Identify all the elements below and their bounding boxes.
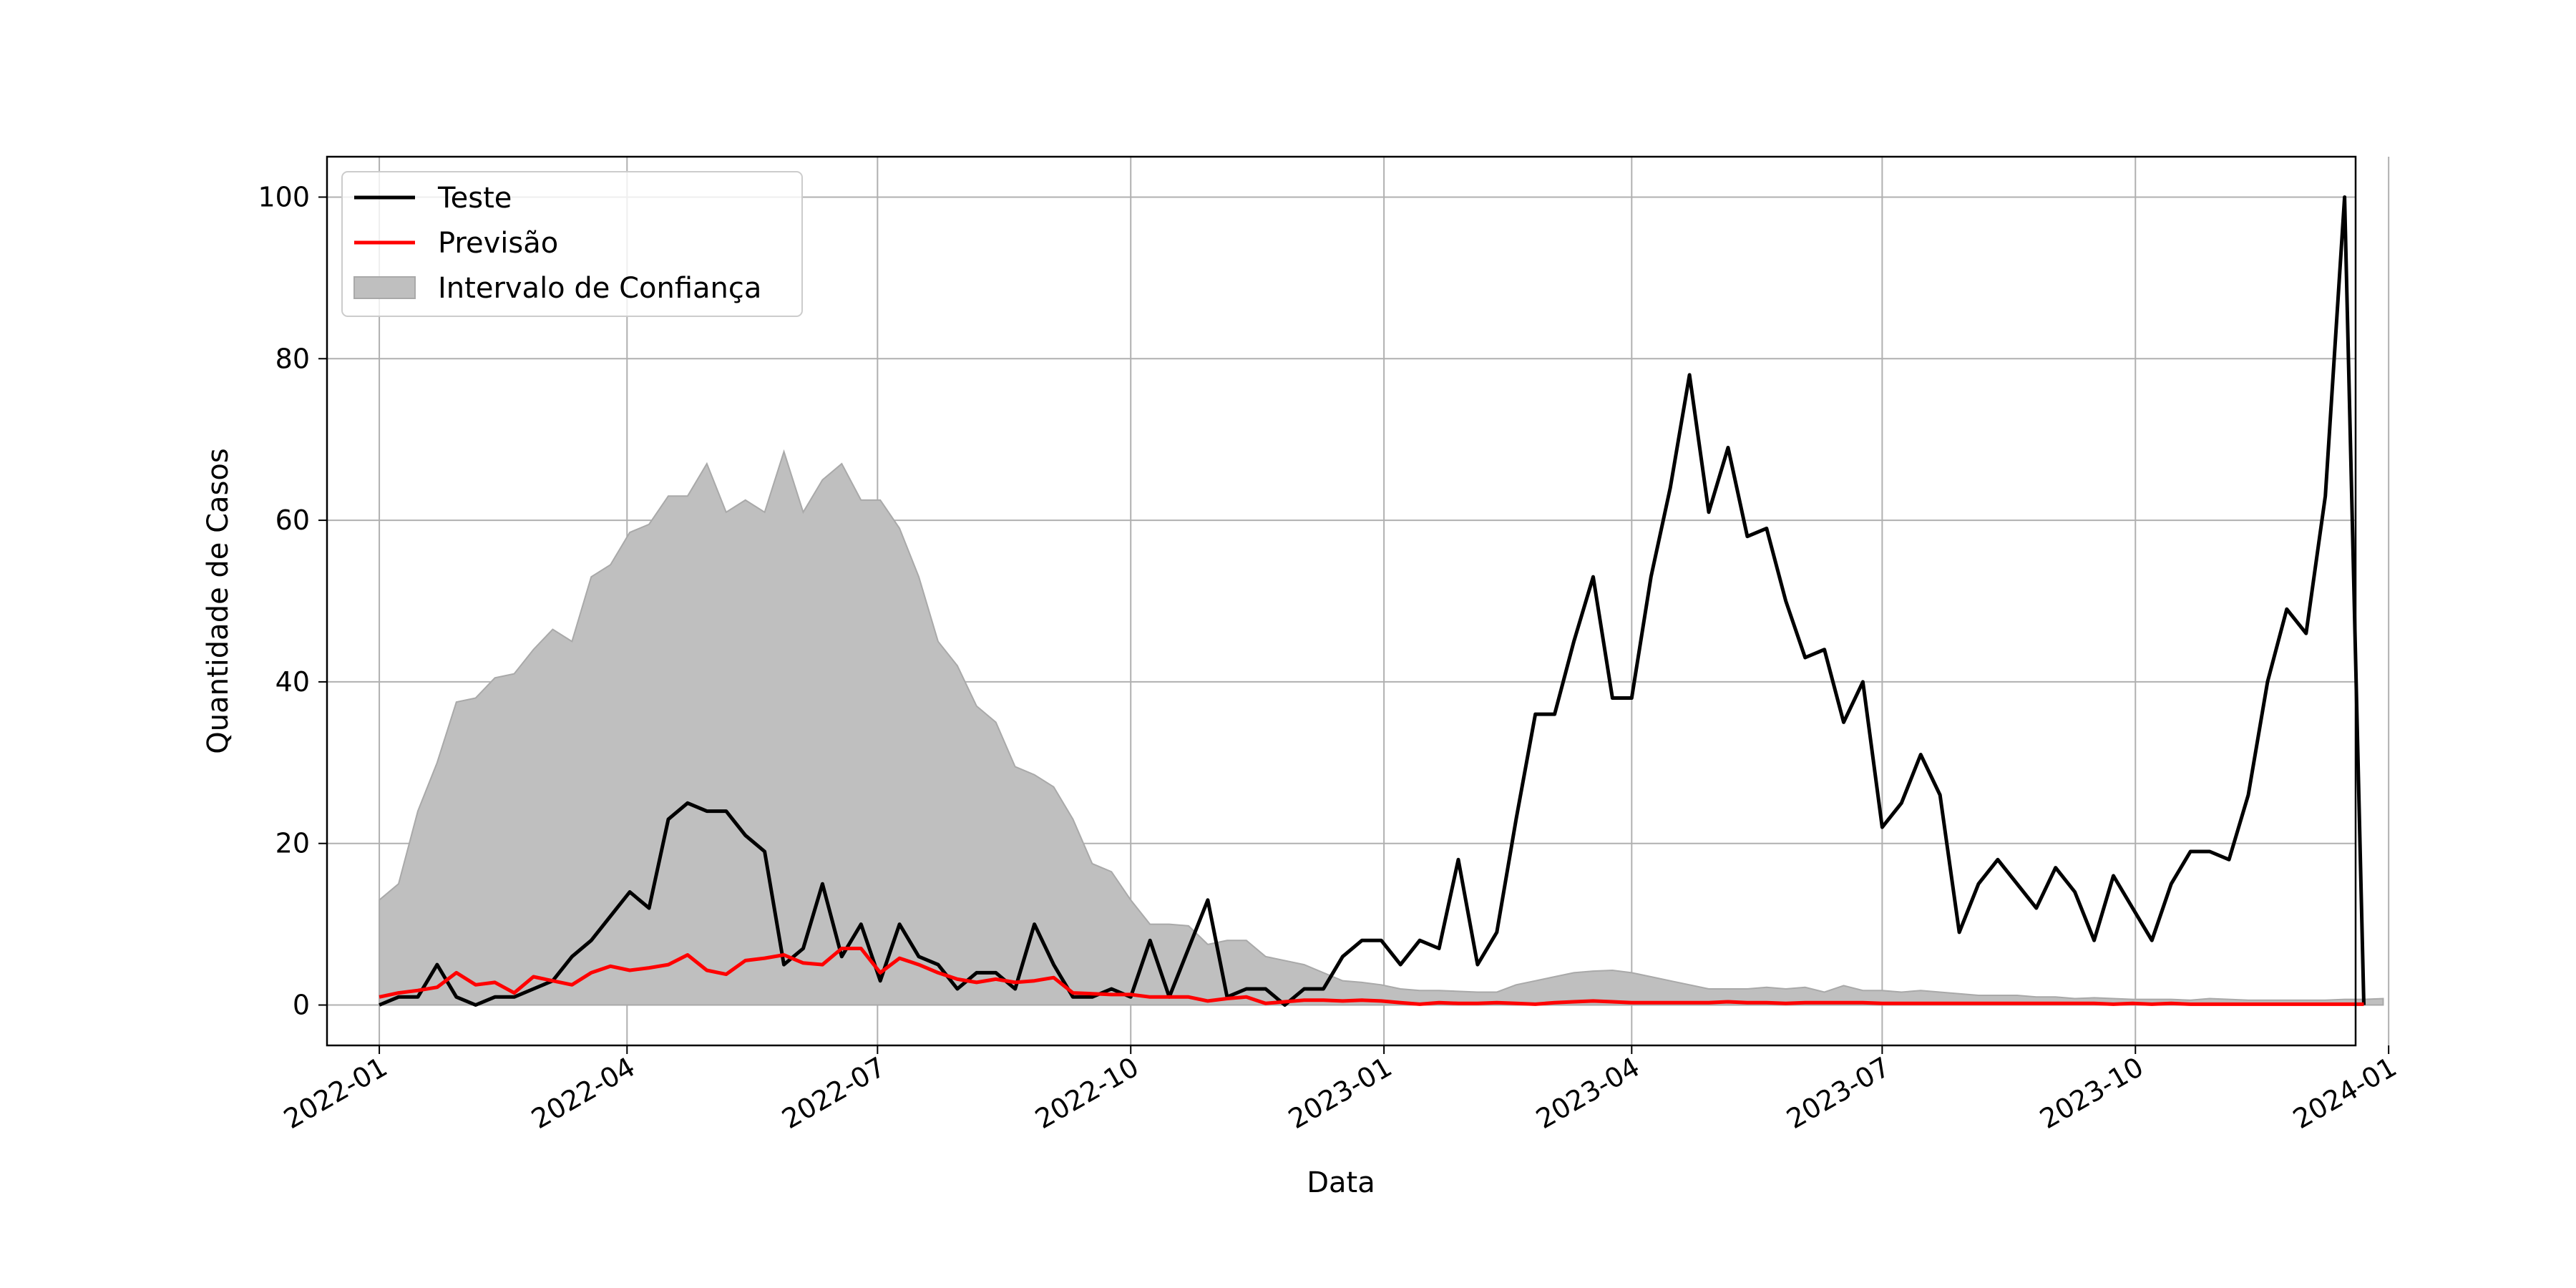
y-tick-label: 40 — [275, 666, 310, 698]
series-lines-layer — [379, 195, 2366, 1007]
legend-swatch-intervalo — [353, 276, 416, 299]
y-tick-label: 0 — [293, 990, 310, 1021]
y-tick-label: 80 — [275, 343, 310, 374]
y-tick-label: 20 — [275, 828, 310, 859]
legend-label-previsao: Previsão — [438, 227, 558, 260]
teste-line — [379, 195, 2366, 1007]
legend-box — [341, 171, 803, 317]
previsao-line — [379, 947, 2364, 1006]
confidence-area-layer — [379, 449, 2384, 1006]
confidence-interval-area — [379, 449, 2384, 1006]
y-tick-label: 60 — [275, 504, 310, 536]
legend-label-intervalo: Intervalo de Confiança — [438, 272, 761, 305]
plot-frame — [326, 155, 2357, 1047]
legend: Teste Previsão Intervalo de Confiança — [341, 171, 803, 317]
legend-label-teste: Teste — [437, 182, 512, 215]
y-axis-ticks: 0 20 40 60 80 100 — [258, 181, 327, 1021]
x-axis-label: Data — [1307, 1166, 1375, 1199]
y-tick-label: 100 — [258, 181, 310, 213]
y-axis-label: Quantidade de Casos — [202, 448, 235, 753]
